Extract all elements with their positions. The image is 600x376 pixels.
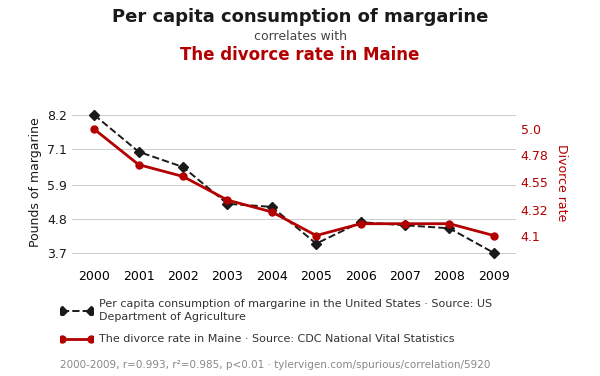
Y-axis label: Pounds of margarine: Pounds of margarine [29, 117, 42, 247]
Text: The divorce rate in Maine: The divorce rate in Maine [181, 46, 419, 64]
Y-axis label: Divorce rate: Divorce rate [555, 144, 568, 221]
Text: correlates with: correlates with [254, 30, 347, 43]
Text: Per capita consumption of margarine in the United States · Source: US
Department: Per capita consumption of margarine in t… [99, 299, 492, 322]
Text: The divorce rate in Maine · Source: CDC National Vital Statistics: The divorce rate in Maine · Source: CDC … [99, 334, 455, 344]
Text: 2000-2009, r=0.993, r²=0.985, p<0.01 · tylervigen.com/spurious/correlation/5920: 2000-2009, r=0.993, r²=0.985, p<0.01 · t… [60, 360, 490, 370]
Text: Per capita consumption of margarine: Per capita consumption of margarine [112, 8, 488, 26]
